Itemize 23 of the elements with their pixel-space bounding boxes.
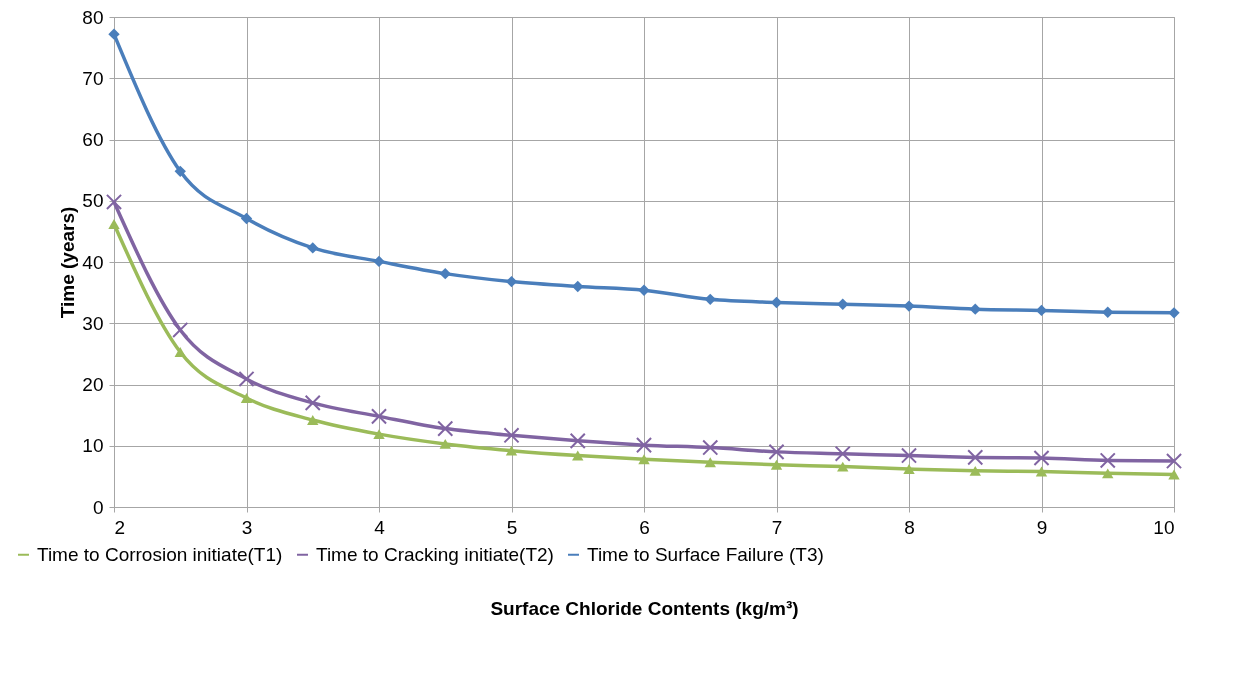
x-tick-label: 8 (904, 516, 915, 538)
x-tick-label: 4 (374, 516, 386, 538)
x-tick-label: 7 (771, 516, 783, 538)
x-axis-title: Surface Chloride Contents (kg/m³) (490, 597, 799, 619)
x-tick-label: 3 (241, 516, 253, 538)
y-tick-label: 30 (82, 312, 104, 334)
legend-label: Time to Corrosion initiate(T1) (37, 543, 283, 565)
y-tick-label: 50 (82, 190, 104, 212)
legend-label: Time to Surface Failure (T3) (587, 543, 824, 565)
y-tick-label: 20 (82, 374, 104, 395)
y-tick-label: 40 (82, 251, 104, 273)
y-tick-label: 70 (82, 67, 104, 89)
x-tick-label: 5 (506, 516, 518, 538)
legend-label: Time to Cracking initiate(T2) (316, 543, 554, 565)
y-tick-label: 10 (82, 435, 104, 457)
y-tick-label: 60 (82, 129, 104, 150)
y-tick-label: 0 (92, 496, 104, 518)
x-tick-label: 6 (639, 516, 650, 538)
x-tick-label: 10 (1153, 516, 1175, 538)
x-tick-label: 2 (114, 516, 126, 538)
y-tick-label: 80 (82, 6, 104, 28)
y-axis-title: Time (years) (57, 206, 79, 319)
x-tick-label: 9 (1036, 516, 1048, 538)
